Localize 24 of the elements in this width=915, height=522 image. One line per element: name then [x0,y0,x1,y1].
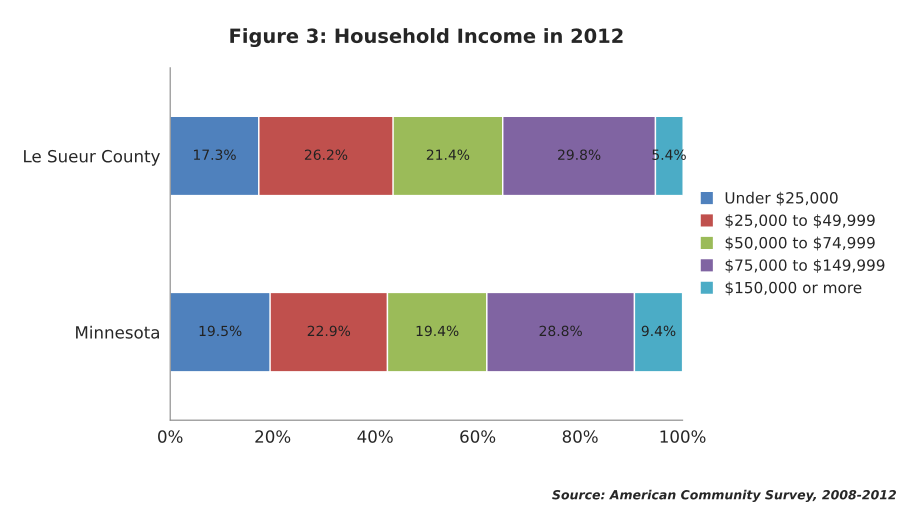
chart-title: Figure 3: Household Income in 2012 [230,28,623,48]
data-label: 26.2% [304,149,348,160]
data-label: 22.9% [308,326,350,336]
legend-label: Under $25,000 [726,192,838,206]
x-tick-label: 0% [158,430,182,443]
x-tick-label: 20% [255,430,290,443]
x-tick-label: 80% [562,430,598,443]
x-tick-label: 60% [460,430,496,443]
data-label: 9.4% [642,326,676,336]
x-tick-label: 100% [660,430,706,443]
data-label: 19.5% [200,326,242,336]
data-label: 19.4% [416,326,458,336]
legend-label: $25,000 to $49,999 [726,214,875,228]
legend-label: $75,000 to $149,999 [726,259,884,273]
data-label: 21.4% [426,149,470,160]
source-note: Source: American Community Survey, 2008-2012 [552,490,896,502]
y-tick-label: Minnesota [76,326,159,339]
data-label: 17.3% [194,149,236,160]
legend-label: $150,000 or more [726,281,862,296]
data-label: 28.8% [540,326,582,336]
x-tick-label: 40% [357,430,393,443]
y-tick-label: Le Sueur County [24,150,160,166]
legend-label: $50,000 to $74,999 [726,236,875,250]
data-label: 29.8% [558,149,600,160]
